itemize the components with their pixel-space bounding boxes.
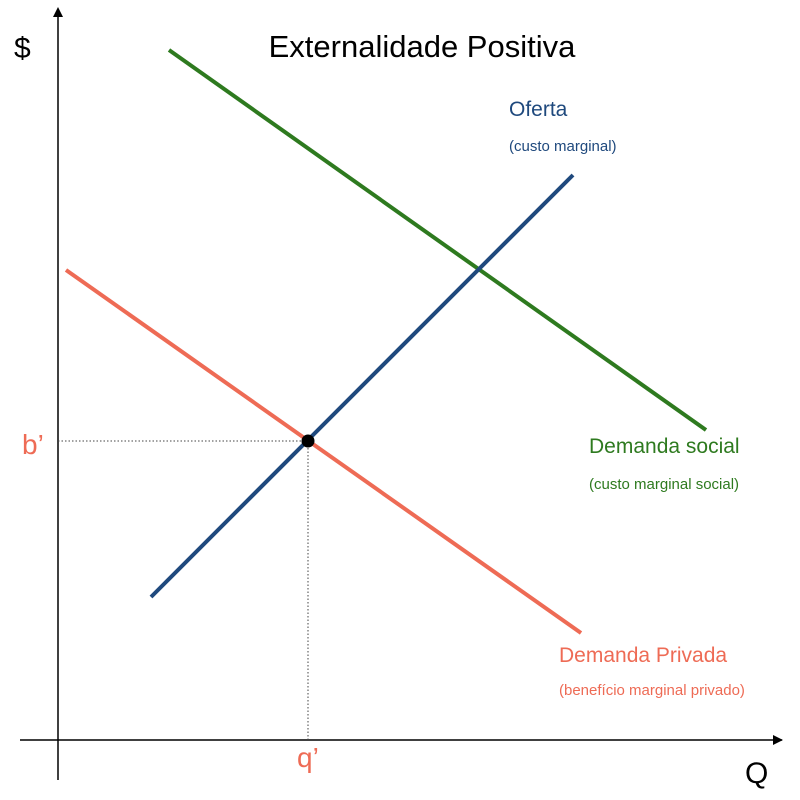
social-demand-name-label: Demanda social — [589, 435, 740, 458]
equilibrium-point — [301, 434, 315, 448]
private-demand-name-label: Demanda Privada — [559, 644, 727, 667]
private-demand-line — [64, 268, 583, 635]
supply-subtitle-label: (custo marginal) — [509, 138, 617, 155]
social-demand-subtitle-label: (custo marginal social) — [589, 476, 739, 493]
price-label: b’ — [22, 429, 44, 460]
quantity-label: q’ — [297, 742, 319, 773]
supply-name-label: Oferta — [509, 98, 568, 121]
x-axis-label: Q — [745, 757, 768, 790]
supply-line — [149, 173, 575, 599]
private-demand-subtitle-label: (benefício marginal privado) — [559, 682, 745, 699]
chart-title: Externalidade Positiva — [269, 29, 576, 64]
social-demand-line — [167, 48, 708, 432]
y-axis-label: $ — [14, 32, 31, 65]
